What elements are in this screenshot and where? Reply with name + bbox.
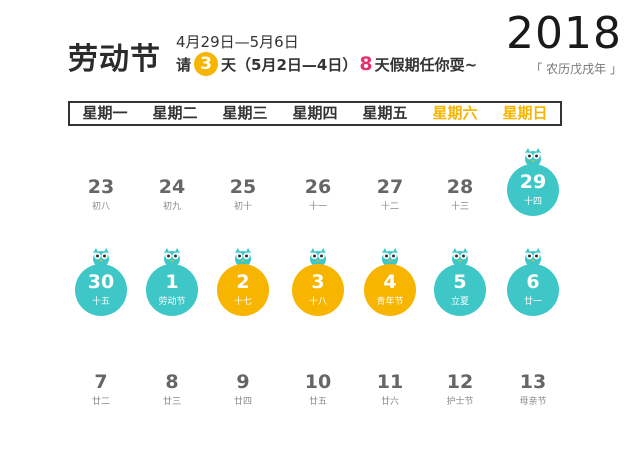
tagline-suffix: 天假期任你耍~ (374, 55, 478, 74)
lunar-date-label: 劳动节 (158, 297, 186, 307)
lunar-year-label: 「 农历戊戌年 」 (530, 62, 622, 76)
day-number: 1 (165, 271, 179, 293)
lunar-date-label: 十四 (523, 197, 542, 207)
calendar-day-cell: 9 廿四 (210, 371, 276, 407)
weekday-tuesday: 星期二 (152, 104, 198, 122)
lunar-date-label: 护士节 (446, 397, 474, 407)
holiday-day-circle: 5 立夏 (434, 264, 486, 316)
lunar-date-label: 廿二 (91, 397, 110, 407)
holiday-day-circle: 1 劳动节 (146, 264, 198, 316)
day-number: 28 (446, 176, 474, 198)
calendar-day-cell: 28 十三 (427, 176, 493, 212)
day-number: 13 (519, 371, 547, 393)
lunar-date-label: 十二 (380, 202, 399, 212)
lunar-date-label: 廿一 (523, 297, 542, 307)
calendar-day-cell: 8 廿三 (139, 371, 205, 407)
calendar-day-cell: 24 初九 (139, 176, 205, 212)
leave-days-badge: 3 (194, 52, 219, 76)
owl-icon (378, 245, 402, 269)
lunar-date-label: 初九 (162, 202, 181, 212)
weekday-thursday: 星期四 (292, 104, 338, 122)
holiday-date-range: 4月29日—5月6日 (176, 33, 299, 51)
day-number: 9 (236, 371, 250, 393)
day-number: 29 (519, 171, 547, 193)
owl-icon (160, 245, 184, 269)
day-number: 7 (94, 371, 108, 393)
day-number: 30 (87, 271, 115, 293)
holiday-day-circle: 30 十五 (75, 264, 127, 316)
weekday-wednesday: 星期三 (222, 104, 268, 122)
holiday-tagline: 请 3 天（5月2日—4日） 8 天假期任你耍~ (176, 52, 477, 76)
lunar-date-label: 廿三 (162, 397, 181, 407)
tagline-prefix: 请 (176, 55, 192, 74)
tagline-middle: 天（5月2日—4日） (221, 55, 358, 74)
lunar-date-label: 十五 (91, 297, 110, 307)
lunar-date-label: 十七 (233, 297, 252, 307)
day-number: 10 (304, 371, 332, 393)
lunar-date-label: 廿五 (308, 397, 327, 407)
lunar-date-label: 初十 (233, 202, 252, 212)
owl-icon (448, 245, 472, 269)
lunar-date-label: 立夏 (450, 297, 469, 307)
weekday-header: 星期一 星期二 星期三 星期四 星期五 星期六 星期日 (68, 101, 562, 126)
calendar-day-cell: 25 初十 (210, 176, 276, 212)
year-label: 2018 (506, 8, 622, 59)
calendar-day-cell: 13 母亲节 (500, 371, 566, 407)
day-number: 11 (376, 371, 404, 393)
weekday-saturday: 星期六 (432, 104, 478, 122)
owl-icon (306, 245, 330, 269)
weekday-monday: 星期一 (82, 104, 128, 122)
lunar-date-label: 母亲节 (519, 397, 547, 407)
owl-icon (521, 145, 545, 169)
owl-icon (89, 245, 113, 269)
calendar-day-cell: 10 廿五 (285, 371, 351, 407)
day-number: 24 (158, 176, 186, 198)
lunar-date-label: 十一 (308, 202, 327, 212)
day-number: 26 (304, 176, 332, 198)
weekday-friday: 星期五 (362, 104, 408, 122)
page-title: 劳动节 (68, 42, 161, 77)
lunar-date-label: 廿六 (380, 397, 399, 407)
holiday-day-circle: 6 廿一 (507, 264, 559, 316)
holiday-day-circle: 29 十四 (507, 164, 559, 216)
day-number: 23 (87, 176, 115, 198)
calendar-day-cell: 26 十一 (285, 176, 351, 212)
day-number: 12 (446, 371, 474, 393)
weekday-sunday: 星期日 (502, 104, 548, 122)
day-number: 3 (311, 271, 325, 293)
day-number: 5 (453, 271, 467, 293)
day-number: 25 (229, 176, 257, 198)
lunar-date-label: 十八 (308, 297, 327, 307)
lunar-date-label: 廿四 (233, 397, 252, 407)
total-days-number: 8 (359, 53, 373, 75)
lunar-date-label: 青年节 (376, 297, 404, 307)
lunar-date-label: 初八 (91, 202, 110, 212)
owl-icon (231, 245, 255, 269)
holiday-day-circle-leave: 2 十七 (217, 264, 269, 316)
day-number: 8 (165, 371, 179, 393)
day-number: 27 (376, 176, 404, 198)
day-number: 6 (526, 271, 540, 293)
calendar-day-cell: 27 十二 (357, 176, 423, 212)
calendar-day-cell: 23 初八 (68, 176, 134, 212)
holiday-day-circle-leave: 4 青年节 (364, 264, 416, 316)
calendar-day-cell: 11 廿六 (357, 371, 423, 407)
lunar-date-label: 十三 (450, 202, 469, 212)
day-number: 4 (383, 271, 397, 293)
calendar-day-cell: 7 廿二 (68, 371, 134, 407)
owl-icon (521, 245, 545, 269)
day-number: 2 (236, 271, 250, 293)
holiday-day-circle-leave: 3 十八 (292, 264, 344, 316)
calendar-day-cell: 12 护士节 (427, 371, 493, 407)
